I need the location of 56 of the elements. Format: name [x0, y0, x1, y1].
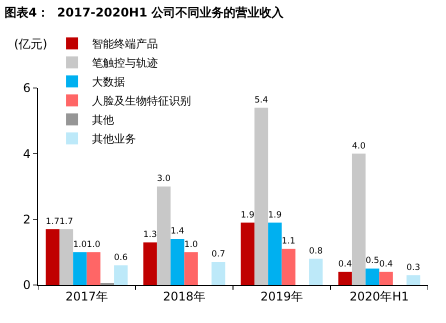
data-label: 0.8: [309, 246, 323, 256]
data-label: 1.4: [170, 226, 184, 237]
legend-label: 大数据: [92, 76, 126, 89]
bar: [86, 252, 100, 285]
data-label: 4.0: [352, 141, 366, 152]
bar: [254, 108, 268, 285]
y-tick-label: 2: [22, 212, 31, 227]
bar: [73, 252, 87, 285]
data-label: 1.9: [268, 210, 282, 220]
bar: [352, 154, 366, 285]
data-label: 3.0: [156, 174, 171, 184]
bar: [114, 265, 128, 285]
data-label: 1.1: [282, 236, 296, 247]
bar: [156, 186, 171, 285]
bar: [338, 272, 352, 285]
x-tick-label: 2018年: [162, 289, 206, 304]
bar: [406, 275, 420, 285]
y-tick-label: 0: [22, 278, 31, 292]
x-tick-label: 2017年: [65, 289, 108, 304]
legend-label: 智能终端产品: [92, 38, 158, 51]
x-tick-label: 2020年H1: [350, 289, 409, 304]
data-label: 1.0: [184, 240, 198, 250]
bar: [170, 239, 184, 285]
data-label: 5.4: [254, 95, 268, 106]
data-label: 0.7: [212, 250, 226, 260]
data-label: 1.3: [143, 230, 157, 240]
x-tick-label: 2019年: [260, 289, 304, 304]
y-axis-title: (亿元): [14, 37, 48, 51]
data-label: 0.3: [406, 262, 420, 273]
bar: [268, 222, 282, 285]
bar: [143, 242, 157, 285]
bar: [59, 229, 74, 285]
bar: [184, 252, 198, 285]
data-label: 1.0: [73, 240, 87, 250]
y-tick-label: 4: [22, 146, 31, 161]
bar: [46, 229, 60, 285]
y-tick-label: 6: [22, 81, 31, 96]
bar: [366, 268, 380, 285]
legend-label: 笔触控与轨迹: [92, 56, 158, 70]
bar: [282, 248, 296, 285]
data-label: 0.4: [379, 260, 393, 270]
bar: [240, 222, 254, 285]
legend-label: 人脸及生物特征识别: [92, 94, 192, 108]
data-label: 0.5: [366, 256, 380, 266]
data-label: 1.7: [46, 216, 60, 227]
data-label: 1.9: [240, 210, 254, 220]
data-label: 1.0: [86, 240, 100, 250]
bar: [212, 262, 226, 285]
data-label: 1.7: [59, 216, 74, 227]
chart-title: 图表4： 2017-2020H1 公司不同业务的营业收入: [4, 5, 285, 20]
legend-label: 其他: [92, 114, 114, 127]
bar: [309, 258, 323, 285]
bar: [379, 272, 393, 285]
data-label: 0.4: [338, 260, 352, 270]
legend-label: 其他业务: [92, 132, 136, 146]
data-label: 0.6: [114, 252, 128, 263]
